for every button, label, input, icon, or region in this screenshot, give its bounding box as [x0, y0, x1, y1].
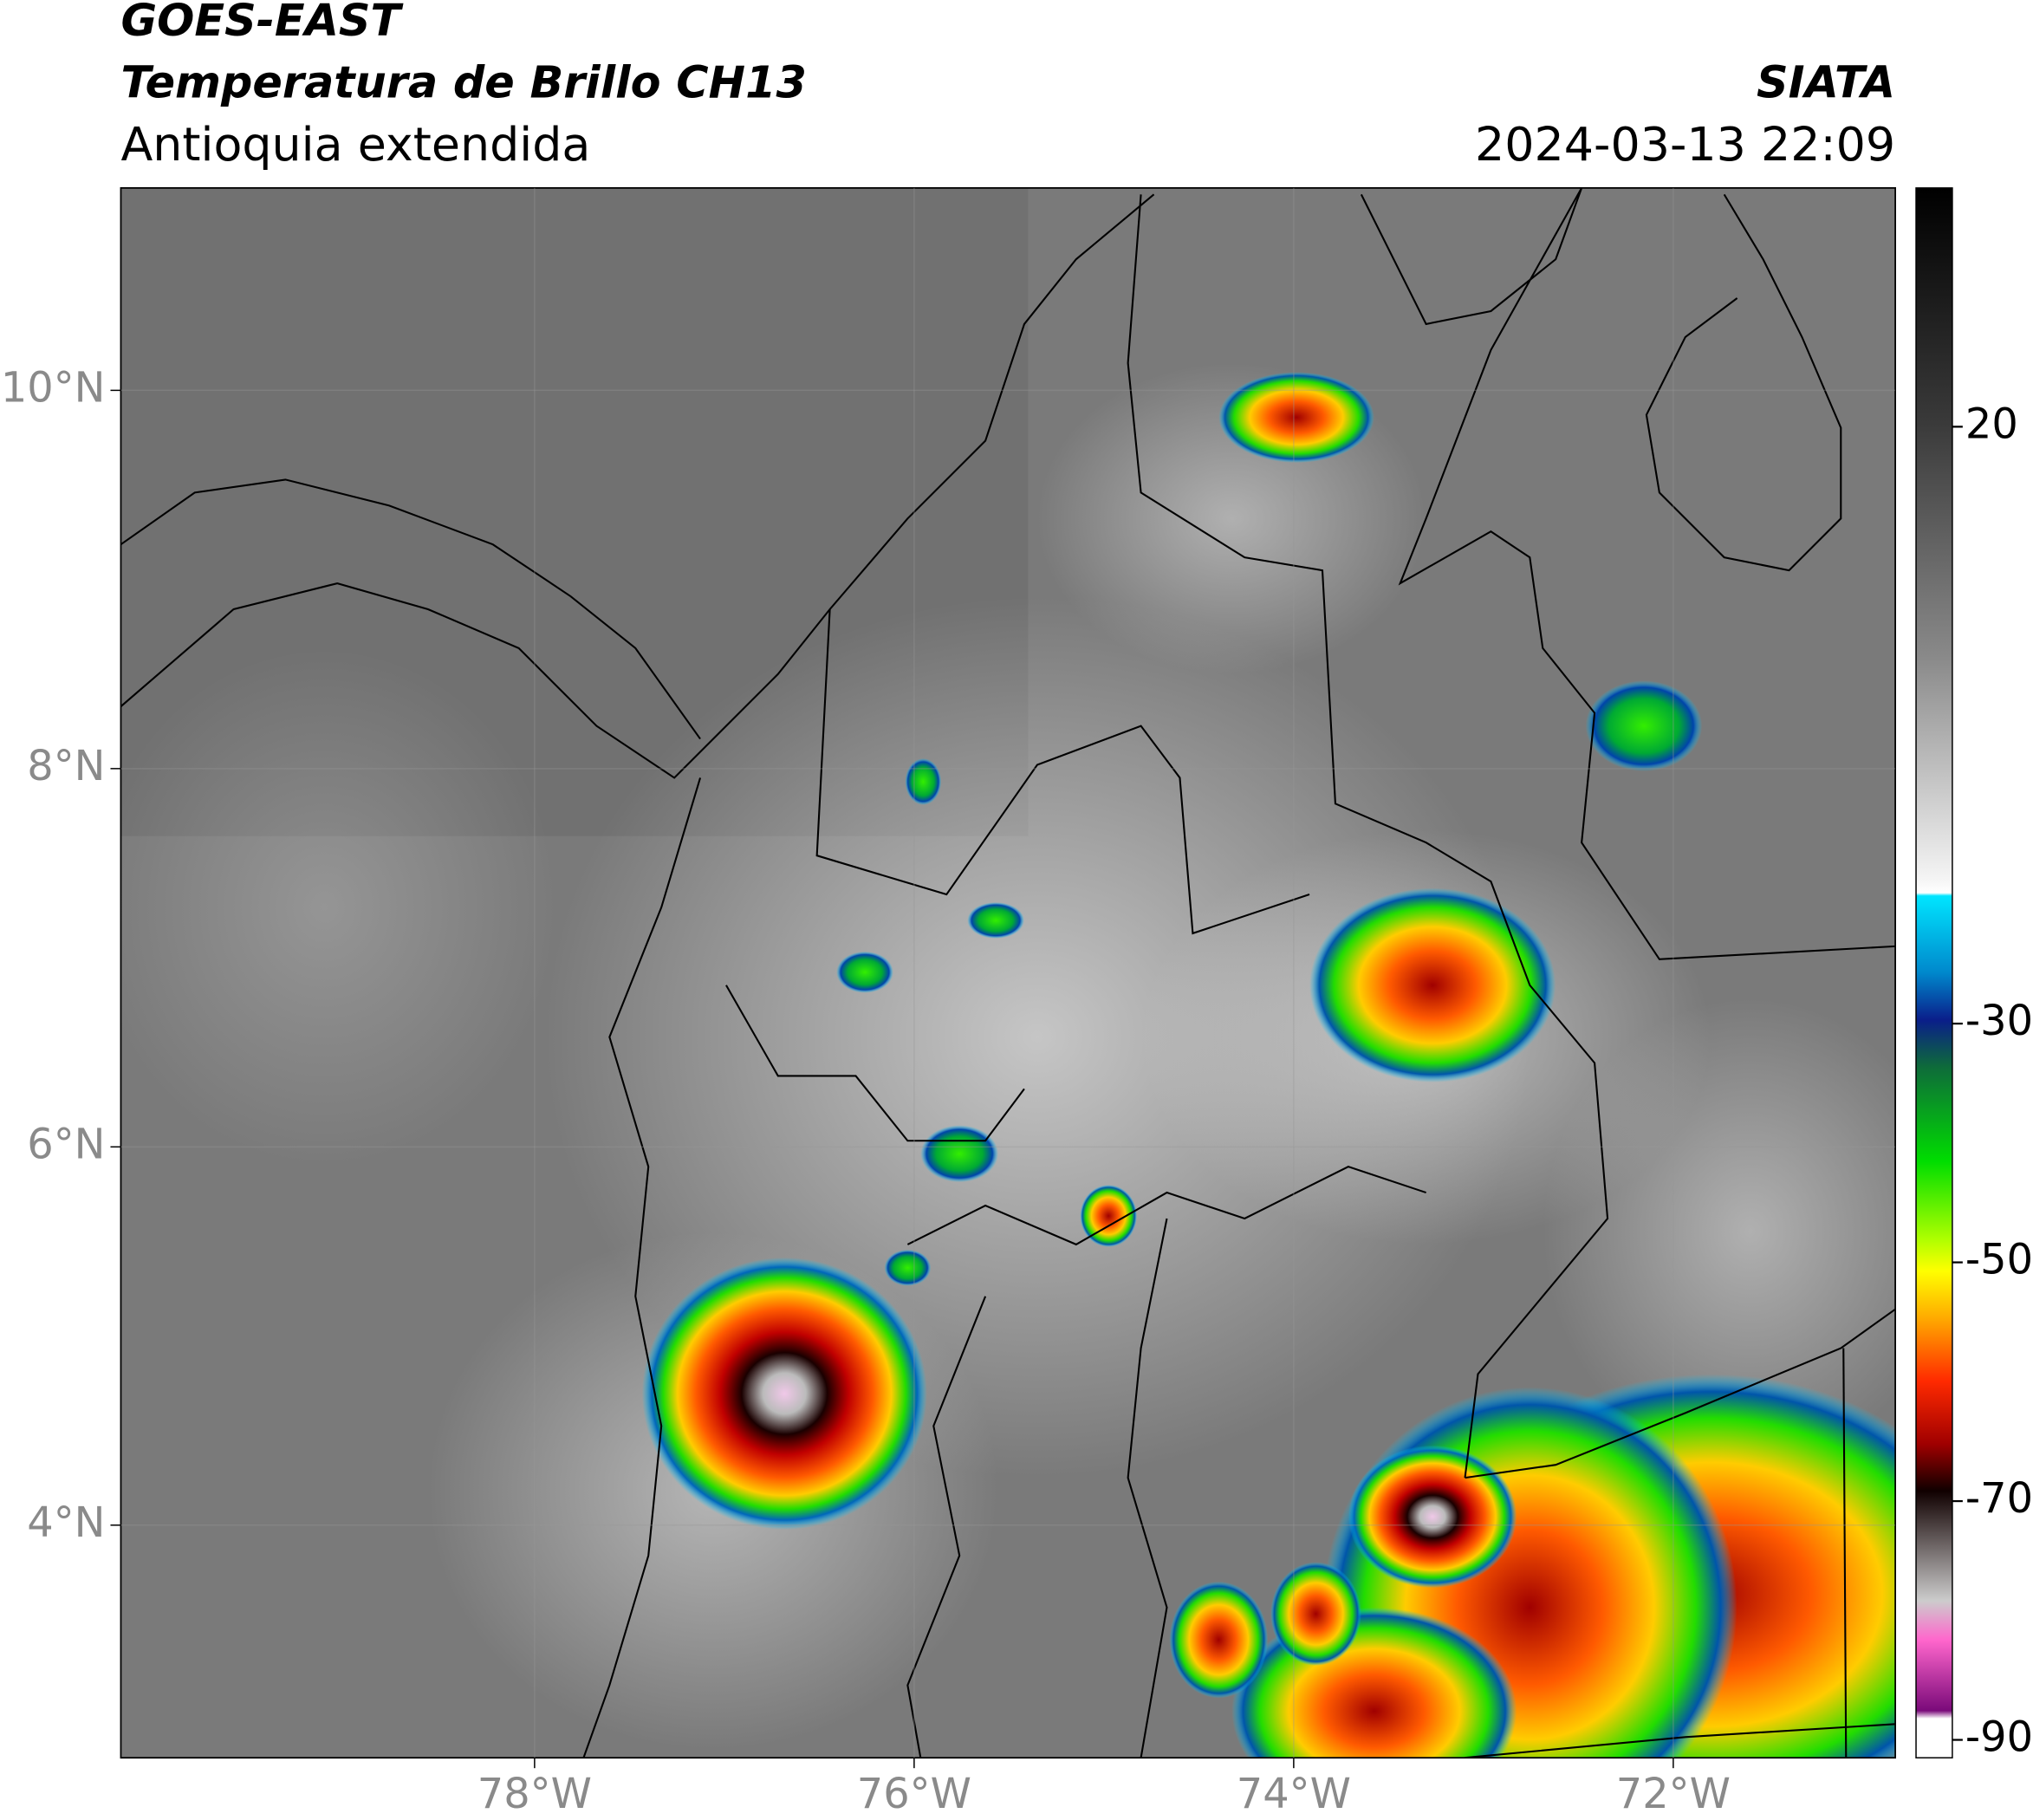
colorbar-tick-label: 20 — [1965, 400, 2018, 448]
y-tick-label: 6°N — [27, 1121, 105, 1168]
y-tick-label: 10°N — [1, 364, 106, 412]
map-image — [120, 187, 1896, 1758]
colorbar-tick-label: -90 — [1965, 1714, 2033, 1762]
agency-title: SIATA — [1757, 57, 1895, 108]
source-title: GOES-EAST — [120, 0, 404, 46]
map-frame — [120, 186, 1896, 1759]
y-tick-label: 8°N — [27, 743, 105, 790]
x-tick-label: 74°W — [1237, 1771, 1351, 1818]
y-tick-label: 4°N — [27, 1499, 105, 1547]
datetime: 2024-03-13 22:09 — [1475, 117, 1895, 172]
region-subtitle: Antioquia extendida — [120, 117, 590, 172]
colorbar-tick-label: -50 — [1965, 1237, 2033, 1284]
colorbar — [1915, 187, 1953, 1758]
x-tick-label: 76°W — [857, 1771, 971, 1818]
x-tick-label: 78°W — [477, 1771, 592, 1818]
product-title: Temperatura de Brillo CH13 — [120, 57, 806, 108]
colorbar-tick-label: -30 — [1965, 998, 2033, 1045]
x-tick-label: 72°W — [1616, 1771, 1731, 1818]
colorbar-tick-label: -70 — [1965, 1475, 2033, 1523]
